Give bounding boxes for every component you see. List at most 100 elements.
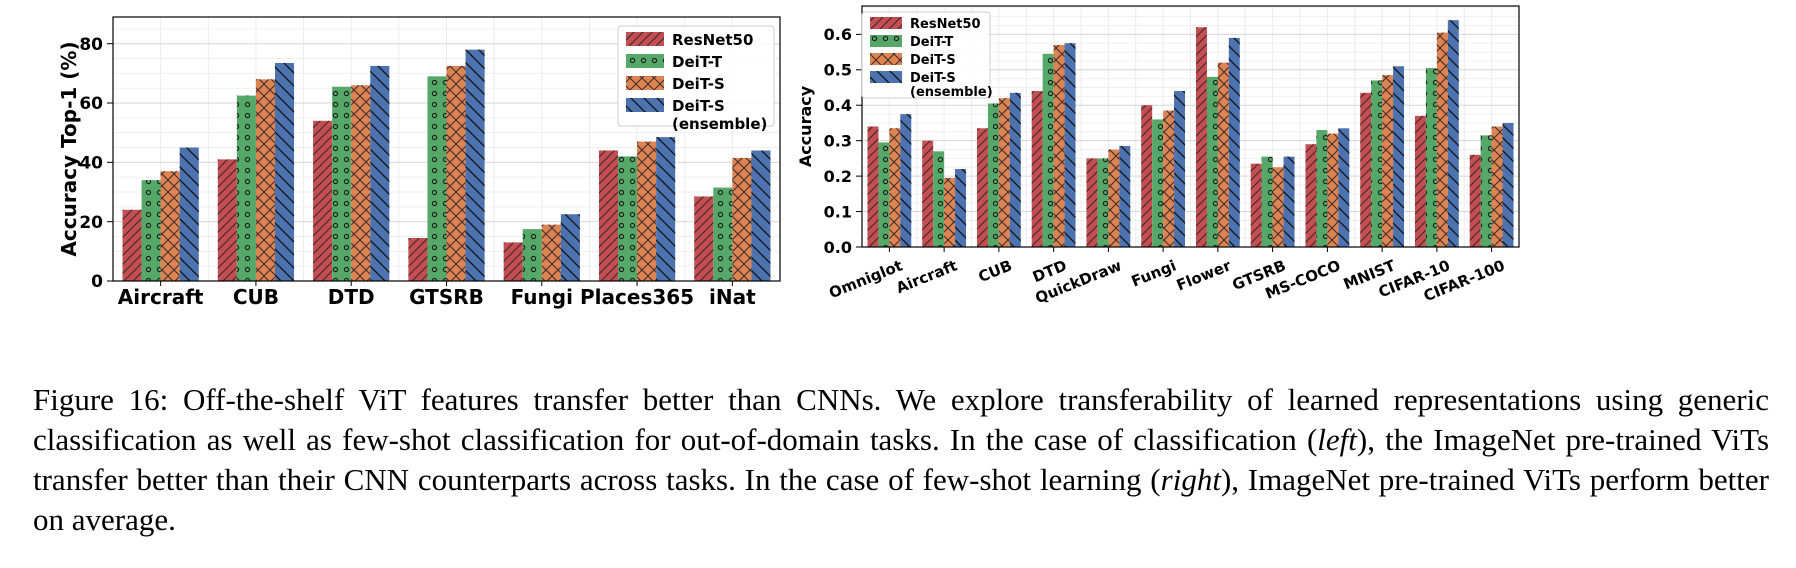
bar-hatch (1053, 44, 1065, 248)
bar-hatch (944, 177, 956, 247)
bar-hatch (274, 62, 295, 282)
bar-hatch (1305, 144, 1317, 247)
bar-hatch (713, 187, 733, 281)
legend-label: DeiT-T (910, 35, 954, 50)
bar-hatch (255, 79, 275, 281)
legend-label: DeiT-S (910, 53, 956, 68)
bar-hatch (560, 214, 580, 281)
y-tick-label: 40 (79, 153, 103, 173)
bar-hatch (1272, 167, 1284, 247)
y-tick-label: 60 (79, 94, 103, 114)
bar-hatch (1283, 156, 1295, 247)
bar-hatch (900, 114, 912, 248)
y-tick-label: 20 (79, 213, 103, 233)
bar-hatch (1469, 154, 1481, 247)
bar-hatch (1338, 128, 1350, 247)
y-axis-label: Accuracy Top-1 (%) (57, 41, 81, 256)
y-tick-label: 0.1 (824, 202, 852, 221)
bar-hatch (1086, 158, 1098, 247)
y-tick-label: 0.2 (824, 167, 852, 186)
bar-hatch (236, 95, 256, 281)
bar-hatch (313, 120, 333, 281)
legend-swatch-hatch (626, 76, 664, 90)
bar-hatch (987, 103, 999, 248)
bar-hatch (1360, 92, 1372, 248)
bar-hatch (1152, 119, 1164, 247)
bar-hatch (1502, 122, 1514, 247)
caption-right-word: right (1160, 462, 1221, 497)
bar-hatch (1195, 27, 1207, 247)
x-tick-label: CUB (976, 256, 1015, 286)
bar-hatch (1425, 68, 1437, 247)
bar-hatch (541, 224, 561, 281)
bar-hatch (694, 196, 714, 281)
bar-hatch (1261, 156, 1273, 247)
y-axis-label: Accuracy (796, 85, 815, 167)
bar-hatch (351, 85, 371, 281)
y-tick-label: 0.5 (824, 61, 852, 80)
bar-hatch (1042, 53, 1054, 248)
legend-label: DeiT-S (910, 71, 956, 86)
legend-label: DeiT-T (672, 53, 723, 71)
legend-label: DeiT-S (672, 97, 725, 115)
bar-hatch (1447, 20, 1459, 248)
legend-label: DeiT-S (672, 75, 725, 93)
caption-middle: ), the ImageNet pre-trained ViTs transfe… (33, 422, 1770, 497)
bar-hatch (1228, 37, 1240, 247)
bar-hatch (656, 137, 676, 281)
bar-hatch (1097, 158, 1109, 247)
y-tick-label: 0.0 (824, 238, 852, 257)
bar-hatch (1108, 149, 1120, 247)
bar-hatch (1009, 92, 1021, 248)
legend-label: (ensemble) (672, 115, 767, 133)
bar-hatch (1327, 133, 1339, 247)
bar-hatch (618, 156, 638, 281)
bar-hatch (976, 128, 988, 247)
legend-label: ResNet50 (910, 17, 981, 32)
bar-hatch (889, 128, 901, 247)
bar-hatch (878, 142, 890, 247)
x-tick-label: GTSRB (409, 285, 484, 309)
bar-hatch (217, 159, 237, 281)
bar-hatch (179, 147, 199, 281)
bar-hatch (598, 150, 619, 281)
bar-hatch (1217, 62, 1229, 247)
x-tick-label: iNat (709, 285, 756, 309)
legend-swatch-hatch (870, 71, 902, 83)
y-tick-label: 0.4 (824, 96, 852, 115)
bar-hatch (160, 171, 180, 281)
bar-hatch (1250, 163, 1262, 247)
caption-prefix: Figure 16: Off-the-shelf ViT features tr… (33, 382, 1769, 457)
y-tick-label: 80 (79, 35, 103, 55)
caption-left-word: left (1317, 422, 1357, 457)
x-tick-label: Aircraft (118, 285, 204, 309)
x-tick-label: Fungi (1129, 256, 1179, 290)
x-tick-label: Fungi (511, 285, 573, 309)
x-tick-label: Omniglot (826, 256, 905, 302)
legend-swatch-hatch (870, 35, 902, 47)
y-tick-label: 0 (91, 272, 103, 292)
bar-hatch (933, 151, 945, 247)
bar-hatch (732, 157, 752, 281)
bar-hatch (1480, 135, 1492, 247)
x-tick-label: CUB (233, 285, 279, 309)
y-tick-label: 0.3 (824, 131, 852, 150)
bar-hatch (1119, 145, 1131, 247)
caption-suffix: ), ImageNet pre-trained ViTs perform bet… (33, 462, 1769, 537)
bar-hatch (427, 76, 447, 282)
bar-hatch (751, 150, 771, 281)
legend-swatch-hatch (626, 98, 664, 112)
legend-swatch-hatch (626, 54, 664, 68)
right-chart: 0.0 0.1 0.2 0.3 0.4 0.5 0.6 Accuracy OmniglotAir… (796, 5, 1520, 307)
legend-swatch-hatch (870, 53, 902, 65)
bar-hatch (465, 49, 485, 282)
bar-hatch (1491, 126, 1503, 247)
legend-swatch-hatch (626, 32, 664, 46)
bar-hatch (1141, 105, 1153, 247)
bar-hatch (1174, 91, 1186, 247)
bar-hatch (1393, 66, 1405, 247)
